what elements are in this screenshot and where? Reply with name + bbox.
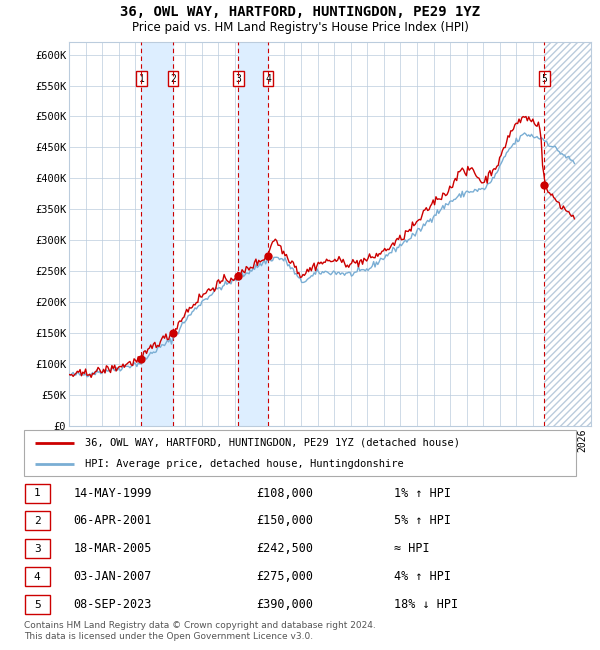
Text: 08-SEP-2023: 08-SEP-2023	[74, 598, 152, 611]
Text: 03-JAN-2007: 03-JAN-2007	[74, 571, 152, 584]
Bar	[238, 42, 268, 426]
Text: 3: 3	[235, 73, 241, 84]
Text: 06-APR-2001: 06-APR-2001	[74, 515, 152, 528]
Text: 2: 2	[170, 73, 176, 84]
Text: 5: 5	[541, 73, 547, 84]
Text: 36, OWL WAY, HARTFORD, HUNTINGDON, PE29 1YZ (detached house): 36, OWL WAY, HARTFORD, HUNTINGDON, PE29 …	[85, 437, 460, 448]
Text: 4% ↑ HPI: 4% ↑ HPI	[394, 571, 451, 584]
Text: Contains HM Land Registry data © Crown copyright and database right 2024.
This d: Contains HM Land Registry data © Crown c…	[24, 621, 376, 641]
Text: 5% ↑ HPI: 5% ↑ HPI	[394, 515, 451, 528]
Text: 1% ↑ HPI: 1% ↑ HPI	[394, 486, 451, 499]
FancyBboxPatch shape	[25, 540, 50, 558]
Text: 2: 2	[34, 516, 41, 526]
Text: 1: 1	[34, 488, 41, 498]
Text: £390,000: £390,000	[256, 598, 313, 611]
Text: ≈ HPI: ≈ HPI	[394, 542, 430, 555]
Text: 14-MAY-1999: 14-MAY-1999	[74, 486, 152, 499]
Bar	[142, 42, 173, 426]
Text: 1: 1	[139, 73, 145, 84]
Text: £275,000: £275,000	[256, 571, 313, 584]
FancyBboxPatch shape	[25, 512, 50, 530]
FancyBboxPatch shape	[25, 484, 50, 502]
Text: £108,000: £108,000	[256, 486, 313, 499]
Text: £150,000: £150,000	[256, 515, 313, 528]
Text: 18-MAR-2005: 18-MAR-2005	[74, 542, 152, 555]
Text: 18% ↓ HPI: 18% ↓ HPI	[394, 598, 458, 611]
Bar	[544, 42, 591, 426]
FancyBboxPatch shape	[25, 595, 50, 614]
FancyBboxPatch shape	[25, 567, 50, 586]
Text: £242,500: £242,500	[256, 542, 313, 555]
Text: 3: 3	[34, 544, 41, 554]
FancyBboxPatch shape	[24, 430, 576, 476]
Text: 36, OWL WAY, HARTFORD, HUNTINGDON, PE29 1YZ: 36, OWL WAY, HARTFORD, HUNTINGDON, PE29 …	[120, 5, 480, 20]
Text: 4: 4	[34, 572, 41, 582]
Text: HPI: Average price, detached house, Huntingdonshire: HPI: Average price, detached house, Hunt…	[85, 458, 403, 469]
Text: 4: 4	[265, 73, 271, 84]
Text: 5: 5	[34, 600, 41, 610]
Text: Price paid vs. HM Land Registry's House Price Index (HPI): Price paid vs. HM Land Registry's House …	[131, 21, 469, 34]
